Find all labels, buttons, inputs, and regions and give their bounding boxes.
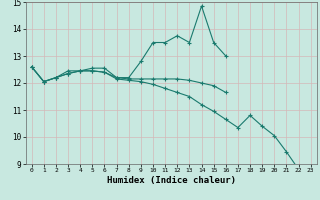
X-axis label: Humidex (Indice chaleur): Humidex (Indice chaleur)	[107, 176, 236, 185]
